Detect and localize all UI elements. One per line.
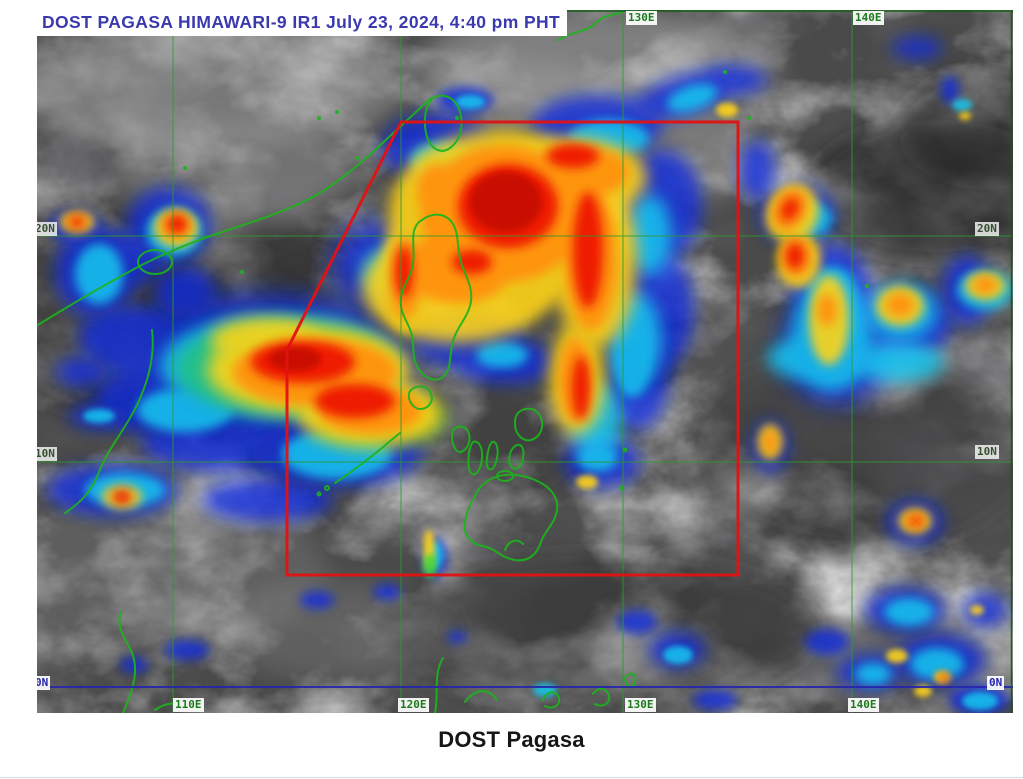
grid-label-bottom-130e: 130E xyxy=(625,698,656,712)
grid-label-bottom-110e: 110E xyxy=(173,698,204,712)
image-caption: DOST Pagasa xyxy=(438,727,585,752)
grid-label-left-0n: 0N xyxy=(37,676,51,690)
grid-label-left-20n: 20N xyxy=(37,222,57,236)
grid-label-right-10n: 10N xyxy=(975,445,999,459)
satellite-ir-scene xyxy=(37,10,1013,713)
page-bottom-divider xyxy=(0,777,1023,778)
graticule xyxy=(37,10,1013,713)
grid-label-right-20n: 20N xyxy=(975,222,999,236)
image-title-banner: DOST PAGASA HIMAWARI-9 IR1 July 23, 2024… xyxy=(37,8,567,36)
coastlines xyxy=(37,10,869,713)
grid-label-bottom-140e: 140E xyxy=(848,698,879,712)
satellite-image: 130E 140E 110E 120E 130E 140E 20N 10N 0N… xyxy=(37,10,1013,713)
par-boundary xyxy=(285,120,740,577)
grid-label-right-0n: 0N xyxy=(987,676,1005,690)
grid-label-top-130e: 130E xyxy=(626,11,657,25)
ir-color-enhancement-layer xyxy=(47,37,1013,713)
image-title: DOST PAGASA HIMAWARI-9 IR1 July 23, 2024… xyxy=(42,11,561,32)
grid-label-top-140e: 140E xyxy=(853,11,884,25)
grid-label-left-10n: 10N xyxy=(37,447,57,461)
grid-label-bottom-120e: 120E xyxy=(398,698,429,712)
